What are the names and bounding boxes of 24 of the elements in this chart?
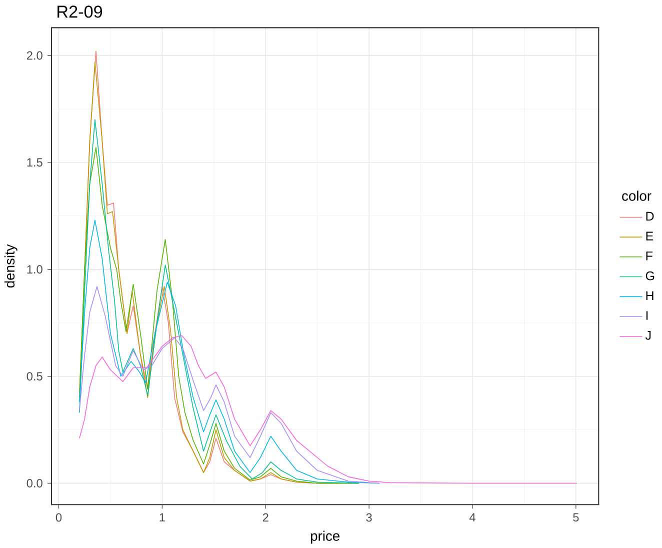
legend-title: color	[622, 190, 652, 201]
x-tick-label: 5	[573, 513, 579, 522]
y-tick-label: 0.5	[26, 372, 42, 381]
legend-label: D	[646, 212, 654, 221]
legend-label: J	[645, 331, 651, 340]
y-tick-label: 2.0	[26, 51, 42, 60]
x-tick-label: 2	[262, 513, 268, 522]
x-axis-title: price	[310, 530, 340, 544]
x-tick-label: 3	[366, 513, 372, 522]
line-series	[79, 335, 578, 484]
x-tick-label: 1	[160, 513, 165, 522]
line-series	[79, 286, 380, 484]
y-tick-label: 0.0	[26, 479, 42, 488]
legend-label: F	[646, 252, 652, 260]
y-tick-label: 1.5	[27, 158, 42, 167]
x-tick-label: 4	[469, 513, 476, 522]
legend-label: H	[646, 291, 654, 300]
legend-label: G	[646, 271, 654, 280]
legend-label: E	[646, 232, 654, 240]
y-axis-title: density	[4, 244, 18, 288]
chart-title: R2-09	[58, 6, 102, 18]
legend-label: I	[646, 311, 648, 320]
y-tick-label: 1.0	[27, 265, 42, 274]
x-tick-label: 0	[56, 513, 62, 522]
